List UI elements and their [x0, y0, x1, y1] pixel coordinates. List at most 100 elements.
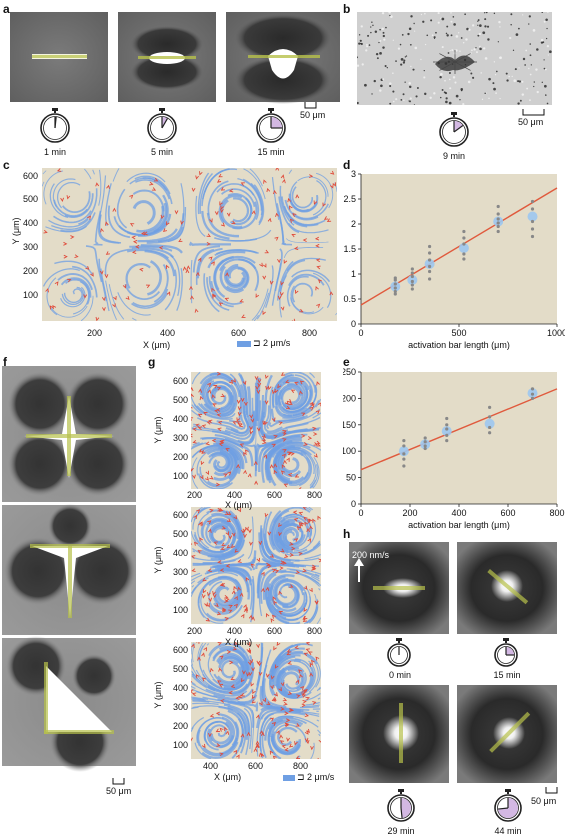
- streamline: [216, 414, 246, 430]
- flow-arrow: [315, 410, 320, 415]
- flow-arrow: [269, 750, 274, 755]
- flow-arrow: [300, 685, 305, 691]
- streamline: [260, 567, 278, 604]
- streamline: [286, 275, 309, 307]
- flow-arrow: [277, 295, 282, 301]
- flow-arrow: [246, 648, 250, 653]
- flow-arrow: [221, 542, 226, 546]
- flow-arrow: [298, 551, 303, 556]
- streamline: [53, 199, 88, 217]
- streamline: [268, 510, 282, 551]
- flow-arrow: [197, 257, 202, 262]
- flow-arrow: [253, 747, 258, 752]
- streamline: [198, 645, 213, 685]
- flow-arrow: [262, 310, 266, 316]
- flow-arrow: [255, 743, 260, 749]
- time-label: 44 min: [494, 826, 522, 836]
- flow-arrow: [192, 474, 196, 480]
- flow-arrow: [225, 531, 230, 536]
- flow-arrow: [242, 380, 247, 386]
- flow-arrow: [284, 711, 289, 716]
- streamline: [204, 168, 238, 193]
- flow-arrow: [270, 684, 274, 690]
- streamline: [286, 441, 321, 451]
- x-tick-label: 0: [358, 508, 363, 518]
- streamline: [308, 598, 319, 624]
- streamline: [131, 292, 169, 309]
- y-tick: 400: [172, 414, 188, 424]
- streamline: [263, 374, 273, 418]
- flow-field-g-cross: [191, 372, 321, 489]
- streamline: [136, 205, 165, 233]
- flow-arrow: [322, 202, 326, 207]
- streamline: [275, 683, 312, 699]
- y-tick: 400: [22, 218, 38, 228]
- streamline: [314, 573, 320, 577]
- flow-arrow: [271, 417, 276, 422]
- streamline: [132, 200, 156, 225]
- panel-label-g: g: [148, 355, 156, 369]
- flow-arrow: [283, 483, 288, 488]
- streamline: [208, 642, 246, 656]
- data-point: [530, 199, 535, 204]
- streamline: [255, 437, 285, 464]
- streamline: [191, 442, 207, 450]
- streamline: [191, 670, 216, 691]
- streamline: [217, 661, 241, 684]
- streamline: [53, 210, 92, 224]
- flow-arrow: [218, 442, 224, 447]
- flow-arrow: [280, 306, 285, 311]
- flow-arrow: [272, 755, 277, 759]
- flow-arrow: [309, 406, 314, 411]
- flow-arrow: [217, 420, 223, 425]
- flow-arrow: [49, 305, 54, 310]
- data-point: [445, 427, 449, 431]
- flow-arrow: [66, 195, 71, 200]
- streamline: [213, 585, 240, 608]
- flow-arrow: [277, 258, 281, 264]
- streamline: [196, 417, 239, 432]
- flow-arrow: [197, 550, 202, 554]
- flow-arrow: [231, 589, 236, 595]
- streamline: [42, 170, 47, 175]
- flow-arrow: [312, 701, 317, 705]
- flow-arrow: [245, 526, 249, 531]
- flow-arrow: [227, 471, 232, 476]
- flow-arrow: [190, 295, 194, 300]
- flow-arrow: [259, 730, 264, 735]
- flow-arrow: [160, 214, 165, 220]
- streamline: [305, 693, 321, 702]
- data-point: [530, 234, 535, 239]
- streamline: [200, 436, 243, 448]
- flow-arrow: [285, 379, 290, 384]
- flow-arrow: [203, 646, 208, 652]
- clock-hand: [161, 118, 169, 129]
- streamline: [271, 733, 301, 755]
- panel-f-micrographs: [2, 366, 136, 772]
- streamline: [207, 683, 248, 694]
- flow-arrow: [262, 698, 266, 703]
- flow-arrow: [228, 604, 233, 609]
- flow-arrow: [220, 393, 226, 398]
- flow-arrow: [208, 419, 213, 424]
- flow-arrow: [219, 727, 224, 732]
- x-tick: 200: [187, 626, 203, 636]
- flow-arrow: [201, 594, 206, 599]
- streamline: [256, 714, 264, 757]
- flow-arrow: [302, 699, 307, 704]
- panel-h-bottom-micrographs: [349, 685, 557, 783]
- flow-arrow: [191, 737, 193, 742]
- streamline: [266, 596, 299, 622]
- flow-arrow: [285, 723, 290, 727]
- flow-arrow: [158, 246, 164, 250]
- flow-arrow: [240, 733, 245, 738]
- flow-arrow: [143, 231, 148, 236]
- streamline: [205, 688, 248, 697]
- streamline: [132, 288, 169, 308]
- streamline: [288, 456, 312, 486]
- flow-arrow: [232, 378, 237, 383]
- y-tick-label: 250: [343, 367, 356, 377]
- flow-arrow: [289, 218, 294, 223]
- flow-arrow: [330, 170, 335, 175]
- flow-arrow: [236, 399, 241, 404]
